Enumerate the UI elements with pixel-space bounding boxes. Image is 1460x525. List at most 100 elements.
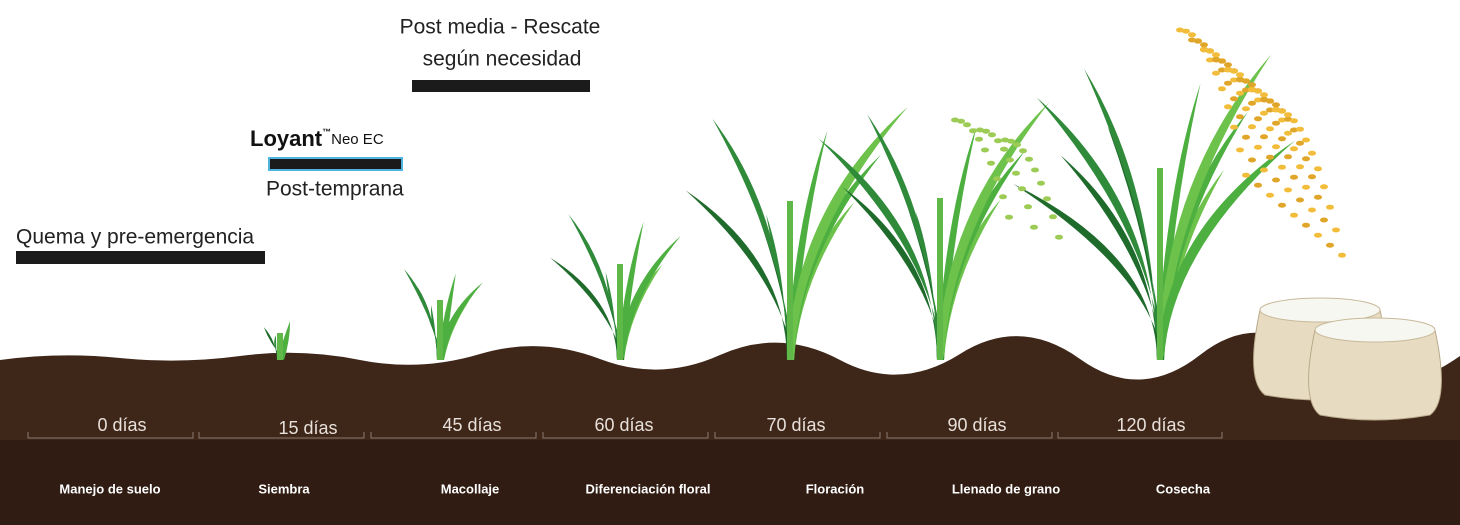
phase-label: Llenado de grano [952, 481, 1060, 496]
stem [437, 300, 443, 360]
grain [1242, 79, 1250, 84]
annotation: Post-temprana [266, 178, 404, 201]
grain [1188, 32, 1196, 37]
phase-label: Siembra [258, 481, 310, 496]
grain [1212, 52, 1220, 57]
grain [1254, 116, 1262, 121]
grain [1284, 188, 1292, 193]
grain [1314, 166, 1322, 171]
grain [1278, 109, 1286, 114]
annotation: Post media - Rescate [400, 16, 601, 39]
infographic: Post media - Rescate según necesidad Loy… [0, 0, 1460, 525]
grain [1012, 171, 1020, 176]
period-bar [16, 251, 265, 264]
grain [1290, 118, 1298, 123]
grain [1230, 125, 1238, 130]
period-bar [412, 80, 590, 92]
grain [1290, 146, 1298, 151]
stem [1157, 168, 1163, 360]
grain [1218, 59, 1226, 64]
rice-top [1315, 318, 1435, 342]
days-label: 0 días [97, 415, 146, 435]
grain [1320, 184, 1328, 189]
grain [1290, 213, 1298, 218]
grain [993, 176, 1001, 181]
grain [1308, 208, 1316, 213]
grain [987, 161, 995, 166]
grain [1007, 139, 1015, 144]
grain [1266, 193, 1274, 198]
stem [787, 201, 793, 360]
grain [1248, 82, 1256, 87]
stem [617, 264, 623, 360]
phase-label: Cosecha [1156, 481, 1211, 496]
days-label: 45 días [442, 415, 501, 435]
grain [1332, 228, 1340, 233]
days-label: 15 días [278, 418, 337, 438]
grain [999, 194, 1007, 199]
brand-name: Loyant [250, 126, 323, 151]
grain [1236, 148, 1244, 153]
grain [1043, 196, 1051, 201]
grain [1266, 126, 1274, 131]
grain [1037, 181, 1045, 186]
product: Neo EC [331, 131, 384, 148]
phase-label: Diferenciación floral [586, 481, 711, 496]
grain [1326, 205, 1334, 210]
days-label: 120 días [1116, 415, 1185, 435]
grain [1206, 49, 1214, 54]
grain [1236, 72, 1244, 77]
grain [1326, 243, 1334, 248]
grain [1296, 198, 1304, 203]
grain [1019, 148, 1027, 153]
grain [1006, 158, 1014, 163]
grain [1200, 42, 1208, 47]
phase-label: Manejo de suelo [59, 481, 160, 496]
grain [1013, 142, 1021, 147]
grain [1018, 186, 1026, 191]
grain [1314, 233, 1322, 238]
grain [1230, 69, 1238, 74]
soil-band [0, 440, 1460, 525]
period-bar [269, 158, 402, 170]
grain [1230, 96, 1238, 101]
grain [1031, 168, 1039, 173]
grain [1248, 158, 1256, 163]
grain [1055, 235, 1063, 240]
grain [1266, 99, 1274, 104]
grain [981, 148, 989, 153]
grain [982, 129, 990, 134]
grain [1320, 218, 1328, 223]
grain [1284, 154, 1292, 159]
grain [1338, 253, 1346, 258]
grain [988, 132, 996, 137]
grain [1260, 168, 1268, 173]
grain [1224, 62, 1232, 67]
stem [277, 333, 283, 360]
grain [1314, 195, 1322, 200]
grain [1254, 89, 1262, 94]
phase-label: Floración [806, 481, 865, 496]
grain [963, 122, 971, 127]
grain [957, 119, 965, 124]
grain [1218, 86, 1226, 91]
grain [969, 128, 977, 133]
grain [1000, 147, 1008, 152]
grain [1248, 124, 1256, 129]
grain [1302, 223, 1310, 228]
stem [937, 198, 943, 360]
phase-label: Macollaje [441, 481, 500, 496]
grain [1254, 145, 1262, 150]
annotation: Quema y pre-emergencia [16, 226, 254, 249]
grain [975, 137, 983, 142]
grain [1260, 92, 1268, 97]
grain [1284, 112, 1292, 117]
grain [1224, 104, 1232, 109]
days-label: 70 días [766, 415, 825, 435]
grain [1308, 151, 1316, 156]
sack [1309, 330, 1442, 420]
grain [1236, 114, 1244, 119]
grain [1242, 135, 1250, 140]
grain [1272, 144, 1280, 149]
grain [1005, 215, 1013, 220]
